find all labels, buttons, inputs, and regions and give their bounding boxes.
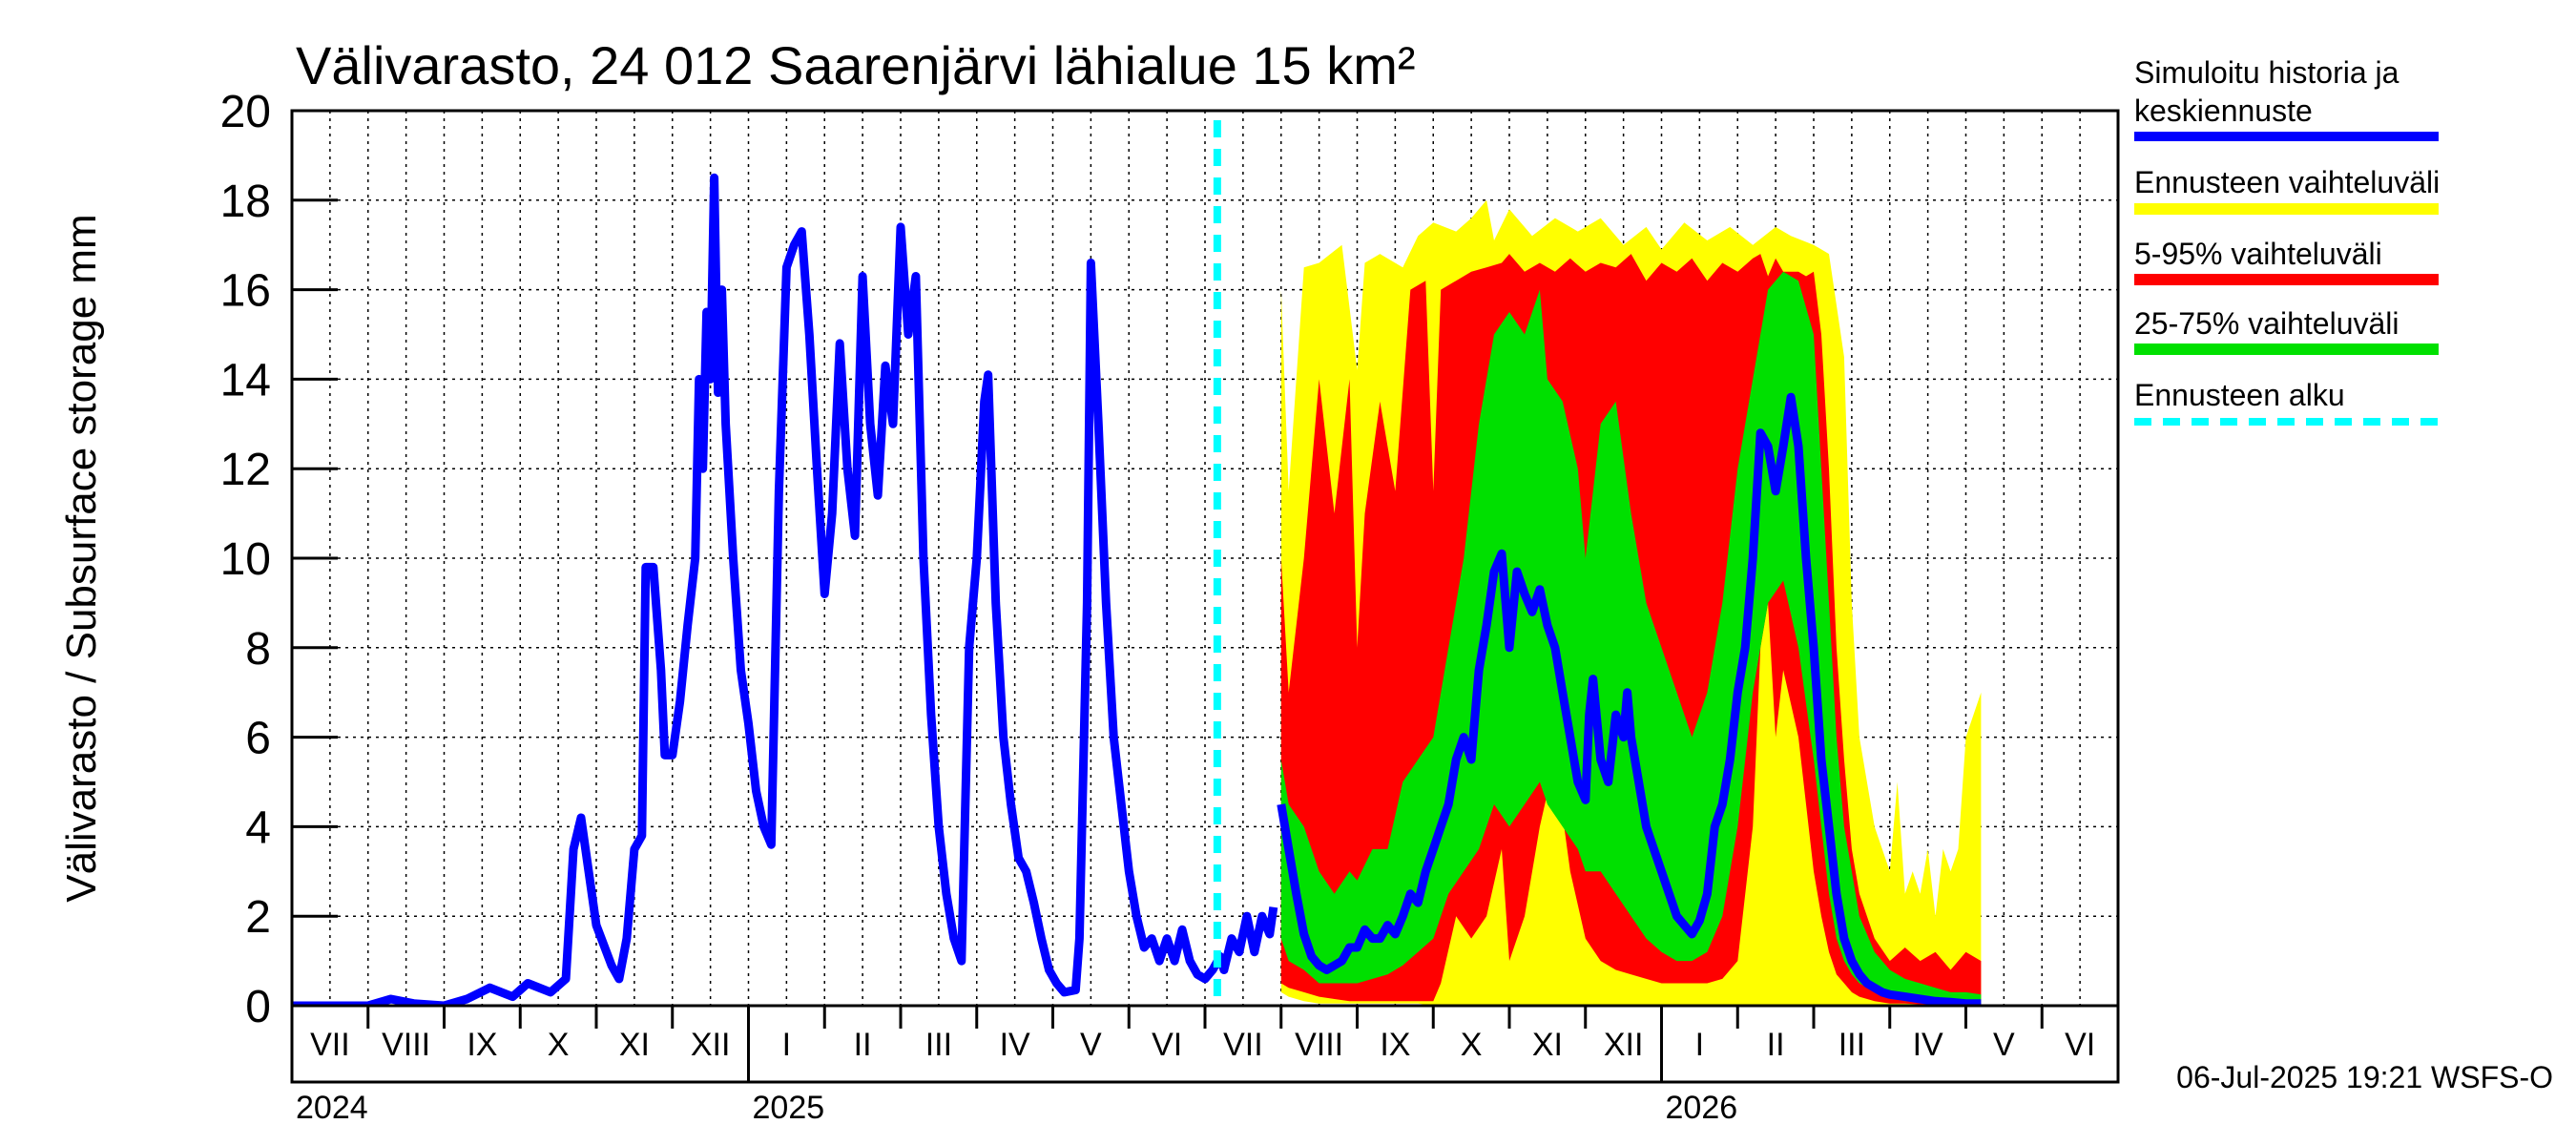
legend-label-25-75: 25-75% vaihteluväli [2134, 306, 2399, 341]
y-axis-label: Välivarasto / Subsurface storage mm [58, 214, 105, 902]
month-label: I [782, 1027, 791, 1063]
month-label: IX [467, 1027, 497, 1063]
month-label: IV [1000, 1027, 1030, 1063]
y-tick-label: 14 [220, 355, 271, 406]
y-tick-label: 4 [245, 802, 271, 853]
y-tick-label: 12 [220, 445, 271, 495]
month-label: X [548, 1027, 570, 1063]
month-axis: VII VIII IX X XI XII I II III IV V VI VII VIII IX X XI XI… [290, 1006, 2120, 1126]
month-label: VI [1152, 1027, 1182, 1063]
y-tick-label: 2 [245, 892, 271, 943]
month-label: X [1461, 1027, 1483, 1063]
month-label: VII [1223, 1027, 1263, 1063]
month-label: IX [1380, 1027, 1410, 1063]
month-label: VI [2065, 1027, 2095, 1063]
timestamp: 06-Jul-2025 19:21 WSFS-O [2176, 1060, 2553, 1094]
month-label: II [854, 1027, 872, 1063]
month-label: XI [1532, 1027, 1563, 1063]
y-tick-label: 0 [245, 982, 271, 1032]
y-tick-labels: 0 2 4 6 8 10 12 14 16 18 20 [220, 87, 338, 1032]
month-label: VII [310, 1027, 350, 1063]
year-label: 2024 [296, 1090, 368, 1126]
y-tick-label: 8 [245, 624, 271, 675]
legend-label-history-line1: Simuloitu historia ja [2134, 55, 2399, 90]
month-label: V [1993, 1027, 2015, 1063]
month-label: XI [619, 1027, 650, 1063]
year-label: 2025 [753, 1090, 825, 1126]
month-label: IV [1913, 1027, 1943, 1063]
y-tick-label: 18 [220, 177, 271, 227]
legend-label-range: Ennusteen vaihteluväli [2134, 165, 2440, 199]
legend-label-history-line2: keskiennuste [2134, 94, 2313, 128]
month-label: III [925, 1027, 952, 1063]
month-label: VIII [1295, 1027, 1343, 1063]
month-label: XII [691, 1027, 731, 1063]
history-line [292, 173, 1278, 1006]
y-tick-label: 10 [220, 534, 271, 585]
month-label: XII [1604, 1027, 1644, 1063]
year-label: 2026 [1666, 1090, 1738, 1126]
y-tick-label: 20 [220, 87, 271, 137]
month-label: II [1767, 1027, 1785, 1063]
plot-area [292, 173, 1982, 1006]
month-label: III [1839, 1027, 1865, 1063]
legend-label-5-95: 5-95% vaihteluväli [2134, 237, 2382, 271]
month-label: V [1080, 1027, 1102, 1063]
legend: Simuloitu historia ja keskiennuste Ennus… [2134, 55, 2440, 426]
y-tick-label: 6 [245, 714, 271, 764]
chart-title: Välivarasto, 24 012 Saarenjärvi lähialue… [296, 35, 1416, 95]
forecast-25-75-band [1280, 271, 1982, 1005]
y-tick-label: 16 [220, 266, 271, 317]
month-label: I [1695, 1027, 1704, 1063]
month-label: VIII [382, 1027, 430, 1063]
legend-label-forecast-start: Ennusteen alku [2134, 378, 2345, 412]
forecast-median-line [1277, 392, 1982, 1006]
